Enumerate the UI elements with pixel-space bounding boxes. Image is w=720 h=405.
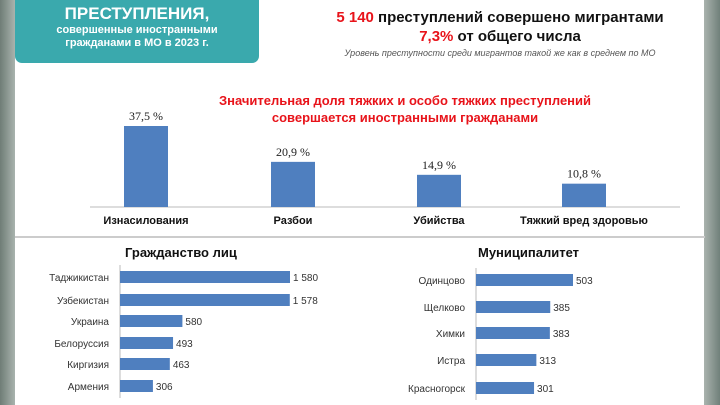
category-label: Химки: [436, 329, 465, 340]
data-label: 301: [537, 384, 554, 395]
share-text: от общего числа: [453, 28, 581, 45]
bar: [120, 271, 290, 283]
bar: [120, 294, 290, 306]
data-label: 1 580: [293, 273, 318, 284]
bar: [476, 327, 550, 339]
category-label: Изнасилования: [103, 215, 188, 227]
data-label: 10,8 %: [567, 167, 601, 181]
right-border: [704, 0, 720, 405]
bar: [120, 380, 153, 392]
bar: [476, 274, 573, 286]
category-label: Украина: [71, 317, 110, 328]
data-label: 37,5 %: [129, 109, 163, 123]
share: 7,3%: [419, 28, 454, 45]
note: Значительная доля тяжких и особо тяжких …: [170, 92, 640, 126]
count-text: преступлений совершено мигрантами: [373, 9, 664, 26]
category-label: Узбекистан: [57, 295, 109, 307]
data-label: 493: [176, 339, 193, 350]
municipality-title: Муниципалитет: [478, 245, 580, 260]
headline: 5 140 преступлений совершено мигрантами …: [300, 8, 700, 46]
count: 5 140: [336, 9, 374, 26]
category-label: Одинцово: [419, 276, 466, 287]
citizenship-title: Гражданство лиц: [125, 245, 237, 260]
category-label: Убийства: [413, 215, 465, 227]
data-label: 313: [539, 356, 556, 367]
left-border: [0, 0, 15, 405]
category-label: Тяжкий вред здоровью: [520, 215, 648, 227]
bar: [476, 354, 537, 366]
data-label: 580: [185, 317, 202, 328]
category-label: Армения: [68, 382, 109, 393]
category-label: Белоруссия: [54, 339, 109, 350]
data-label: 383: [553, 329, 570, 340]
data-label: 306: [156, 382, 173, 393]
category-label: Киргизия: [67, 360, 109, 371]
title-sub1: совершенные иностранными: [56, 24, 218, 36]
bar: [476, 301, 551, 313]
category-label: Красногорск: [408, 384, 466, 395]
note-line2: совершается иностранными гражданами: [271, 110, 539, 125]
category-label: Щелково: [424, 303, 466, 314]
data-label: 503: [576, 276, 593, 287]
bar: [124, 126, 168, 207]
bar: [120, 337, 174, 349]
bar: [417, 174, 461, 207]
data-label: 385: [553, 303, 570, 314]
title: ПРЕСТУПЛЕНИЯ,: [64, 4, 210, 23]
bar: [476, 382, 535, 394]
category-label: Таджикистан: [49, 273, 109, 284]
title-sub2: гражданами в МО в 2023 г.: [65, 37, 209, 49]
subtitle: Уровень преступности среди мигрантов так…: [344, 48, 656, 58]
title-box: ПРЕСТУПЛЕНИЯ, совершенные иностранными г…: [15, 0, 259, 63]
bar: [120, 315, 183, 327]
separator: [15, 236, 705, 238]
category-label: Разбои: [274, 215, 313, 227]
bar: [271, 161, 315, 207]
bar: [562, 183, 606, 207]
category-label: Истра: [437, 356, 465, 367]
data-label: 20,9 %: [276, 145, 310, 159]
data-label: 1 578: [293, 296, 318, 307]
note-line1: Значительная доля тяжких и особо тяжких …: [218, 93, 592, 108]
bar: [120, 358, 170, 370]
data-label: 14,9 %: [422, 158, 456, 172]
data-label: 463: [173, 360, 190, 371]
